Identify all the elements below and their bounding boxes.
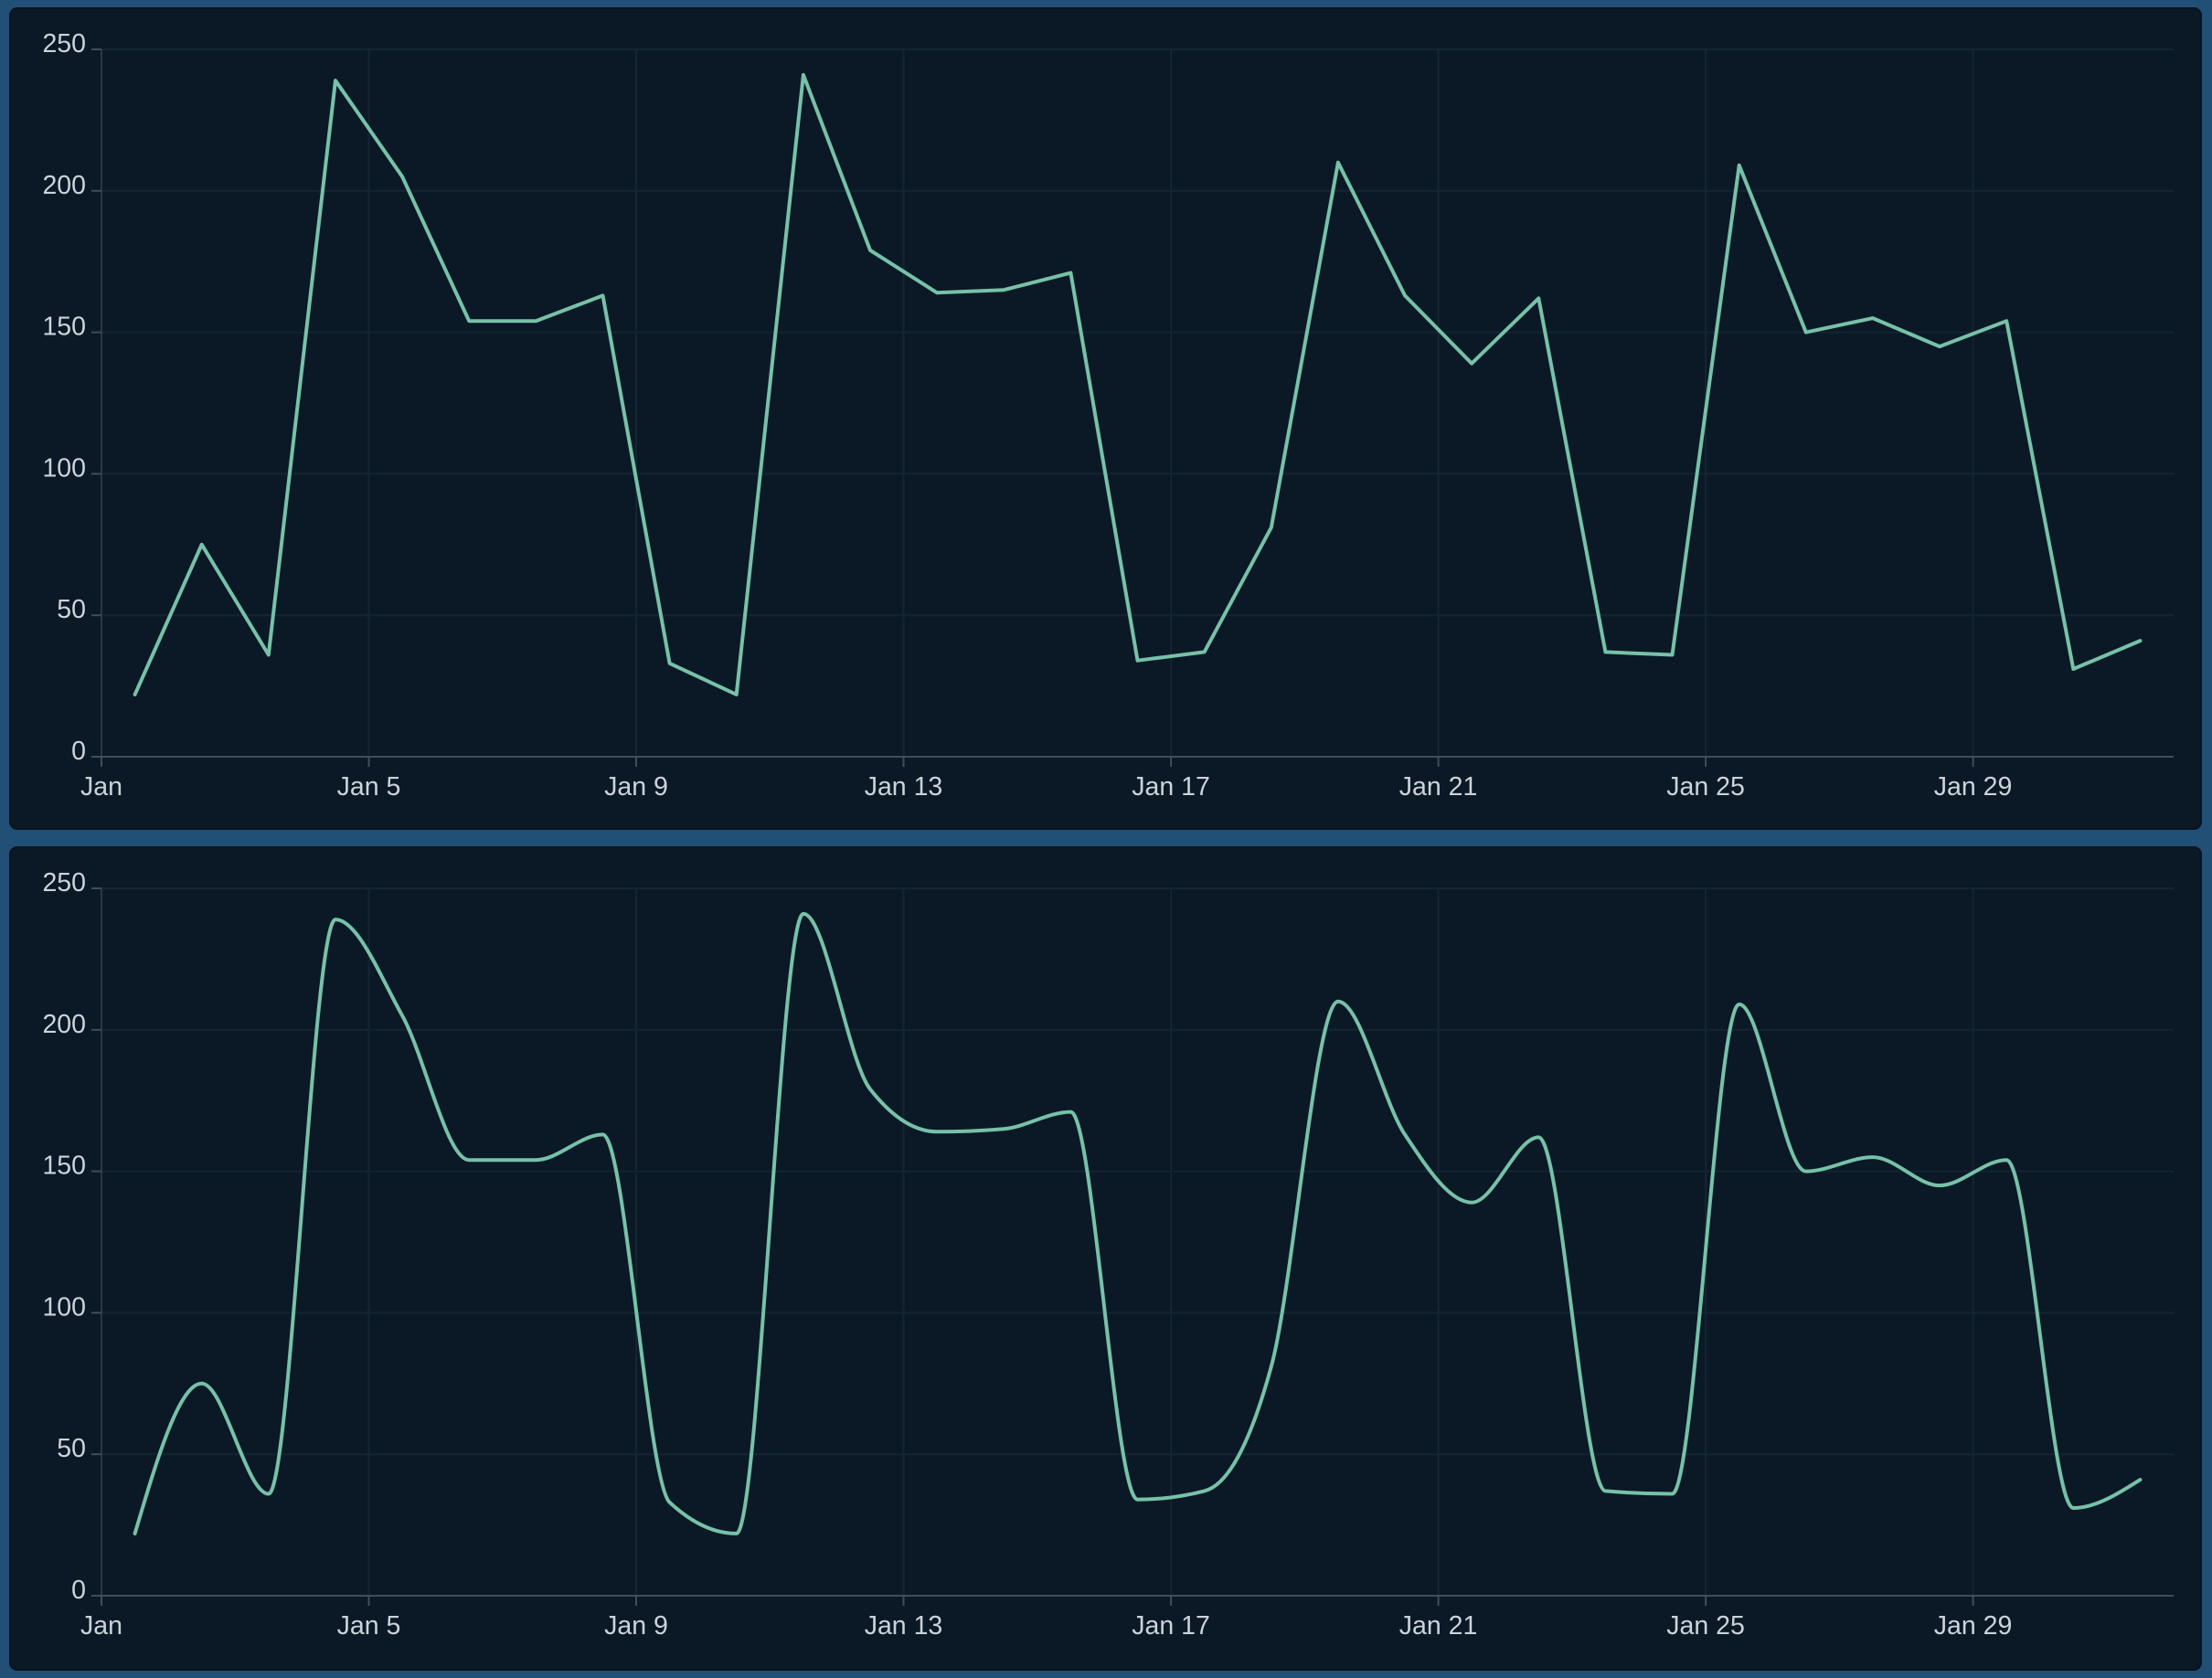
svg-text:150: 150 bbox=[42, 313, 86, 342]
svg-text:Jan 5: Jan 5 bbox=[337, 772, 401, 802]
svg-text:0: 0 bbox=[71, 737, 86, 766]
svg-text:Jan 29: Jan 29 bbox=[1934, 772, 2013, 802]
svg-text:Jan 13: Jan 13 bbox=[865, 1611, 943, 1641]
svg-text:Jan 21: Jan 21 bbox=[1399, 772, 1478, 802]
svg-text:50: 50 bbox=[57, 595, 86, 624]
svg-text:200: 200 bbox=[42, 1010, 86, 1039]
svg-text:Jan 29: Jan 29 bbox=[1934, 1611, 2013, 1641]
svg-text:100: 100 bbox=[42, 1292, 86, 1322]
svg-text:250: 250 bbox=[42, 868, 86, 897]
svg-text:50: 50 bbox=[57, 1434, 86, 1463]
svg-text:Jan 25: Jan 25 bbox=[1666, 772, 1745, 802]
svg-text:Jan: Jan bbox=[80, 772, 122, 802]
svg-text:150: 150 bbox=[42, 1152, 86, 1181]
svg-text:Jan 21: Jan 21 bbox=[1399, 1611, 1478, 1641]
svg-text:Jan 17: Jan 17 bbox=[1132, 772, 1210, 802]
svg-text:Jan: Jan bbox=[80, 1611, 122, 1641]
svg-text:200: 200 bbox=[42, 171, 86, 200]
svg-text:Jan 25: Jan 25 bbox=[1666, 1611, 1745, 1641]
svg-text:Jan 17: Jan 17 bbox=[1132, 1611, 1210, 1641]
svg-text:0: 0 bbox=[71, 1576, 86, 1605]
svg-text:100: 100 bbox=[42, 453, 86, 483]
svg-text:Jan 9: Jan 9 bbox=[604, 1611, 668, 1641]
svg-text:250: 250 bbox=[42, 29, 86, 58]
svg-text:Jan 5: Jan 5 bbox=[337, 1611, 401, 1641]
svg-text:Jan 13: Jan 13 bbox=[865, 772, 943, 802]
svg-text:Jan 9: Jan 9 bbox=[604, 772, 668, 802]
